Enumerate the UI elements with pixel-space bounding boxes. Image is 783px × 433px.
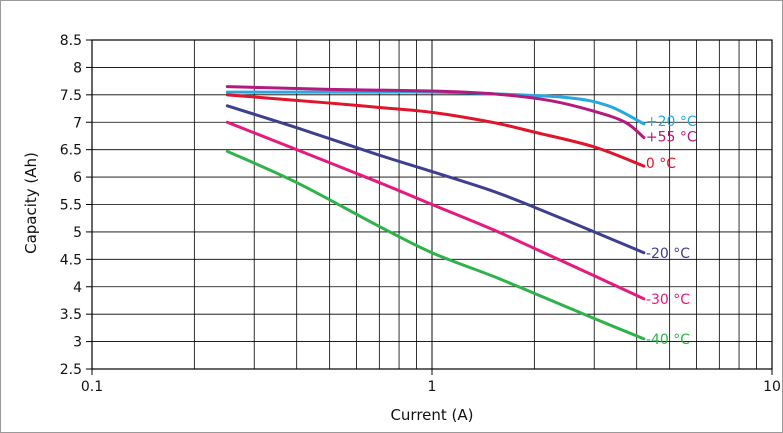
series-line--30C (225, 120, 646, 301)
y-tick-label: 8.5 (60, 33, 82, 49)
y-tick-label: 7.5 (60, 88, 82, 104)
x-axis: 0.1 1 10 (81, 369, 781, 395)
y-tick-label: 6 (73, 170, 82, 186)
y-tick-label: 3.5 (60, 307, 82, 323)
x-tick-label: 0.1 (81, 379, 103, 395)
series-label-plus20C: +20 °C (646, 114, 697, 130)
series-label-0C: 0 °C (646, 156, 676, 172)
y-axis-title: Capacity (Ah) (22, 152, 40, 254)
x-tick-label: 1 (428, 379, 437, 395)
series-line-0C (225, 93, 646, 168)
y-tick-label: 4 (73, 280, 82, 296)
series-label--20C: -20 °C (646, 246, 690, 262)
x-tick-label: 10 (763, 379, 781, 395)
x-axis-title: Current (A) (390, 406, 473, 424)
series-labels: +20 °C+55 °C 0 °C -20 °C -30 °C -40 °C (646, 114, 697, 348)
series-lines (225, 85, 646, 341)
series-line-plus55C (225, 85, 646, 140)
series-line--20C (225, 104, 646, 255)
y-tick-label: 6.5 (60, 143, 82, 159)
y-tick-label: 4.5 (60, 252, 82, 268)
y-axis: 2.5 3 3.5 4 4.5 5 5.5 6 6.5 7 7.5 8 8.5 (60, 33, 92, 378)
y-tick-label: 5 (73, 225, 82, 241)
y-tick-label: 5.5 (60, 198, 82, 214)
series-label--30C: -30 °C (646, 292, 690, 308)
series-line--40C (225, 149, 646, 341)
y-tick-label: 7 (73, 115, 82, 131)
y-tick-label: 8 (73, 60, 82, 76)
series-label--40C: -40 °C (646, 332, 690, 348)
series-label-plus55C: +55 °C (646, 130, 697, 146)
y-tick-label: 3 (73, 335, 82, 351)
y-tick-label: 2.5 (60, 362, 82, 378)
